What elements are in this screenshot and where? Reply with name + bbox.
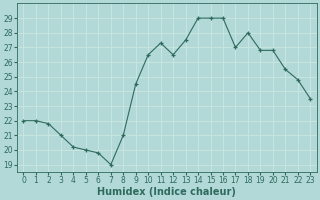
X-axis label: Humidex (Indice chaleur): Humidex (Indice chaleur)	[98, 187, 236, 197]
